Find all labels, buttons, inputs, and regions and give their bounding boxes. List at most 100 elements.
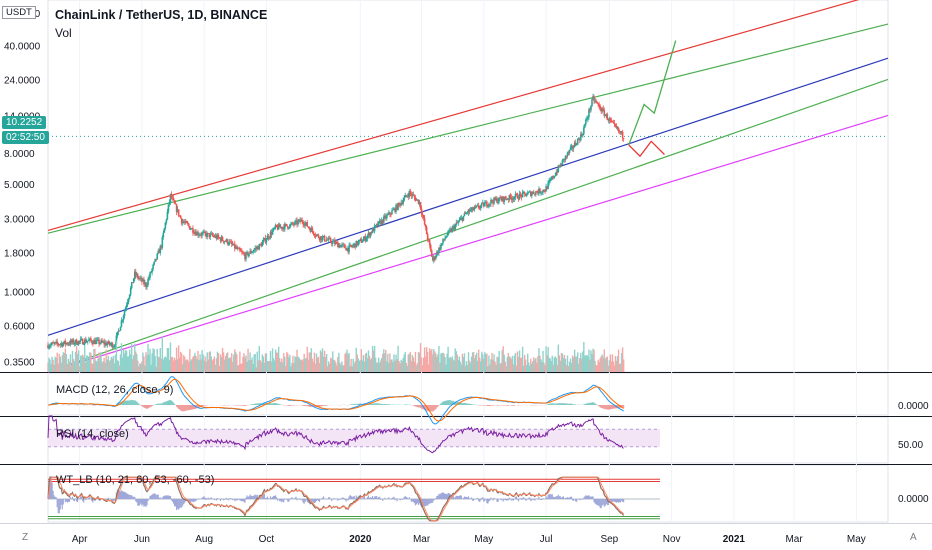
macd-histogram-bar: [146, 405, 148, 409]
volume-bar: [298, 357, 300, 372]
candle-body: [345, 248, 347, 251]
macd-histogram-bar: [550, 403, 552, 405]
wt-histogram-bar: [350, 495, 352, 499]
volume-bar: [548, 357, 550, 372]
candle-body: [274, 224, 277, 228]
macd-histogram-bar: [435, 405, 437, 410]
macd-histogram-bar: [547, 404, 549, 405]
wt-histogram-bar: [530, 499, 532, 501]
macd-histogram-bar: [380, 403, 382, 405]
volume-bar: [362, 355, 365, 372]
volume-bar: [335, 362, 337, 372]
candle-body: [469, 209, 472, 212]
auto-scale-button[interactable]: A: [910, 532, 917, 543]
wt-histogram-bar: [581, 499, 583, 500]
wt-histogram-bar: [70, 498, 73, 499]
volume-bar: [562, 357, 565, 372]
volume-bar: [221, 347, 224, 372]
volume-bar: [171, 356, 174, 372]
macd-histogram-bar: [554, 403, 556, 405]
volume-bar: [292, 355, 294, 372]
volume-bar: [459, 361, 462, 372]
wt-histogram-bar: [448, 493, 450, 499]
wt-histogram-bar: [193, 499, 195, 503]
candle-body: [394, 208, 396, 212]
candle-body: [521, 192, 524, 198]
rsi-label[interactable]: RSI (14, close): [56, 428, 129, 440]
volume-bar: [487, 366, 489, 372]
volume-bar: [49, 359, 51, 372]
volume-bar: [278, 357, 281, 372]
macd-histogram-bar: [168, 400, 171, 405]
candle-body: [454, 225, 457, 230]
volume-bar: [228, 357, 231, 372]
candle-body: [261, 242, 264, 247]
wt-histogram-bar: [135, 499, 137, 502]
volume-bar: [288, 357, 290, 372]
wt-histogram-bar: [476, 498, 478, 499]
wt-histogram-bar: [86, 499, 88, 500]
macd-histogram-bar: [307, 405, 309, 407]
macd-histogram-bar: [568, 403, 571, 405]
wt-histogram-bar: [590, 496, 592, 499]
wt-histogram-bar: [150, 495, 152, 499]
candle-body: [410, 193, 413, 196]
macd-histogram-bar: [374, 403, 376, 405]
volume-bar: [245, 355, 247, 372]
volume-bar: [392, 362, 394, 372]
volume-bar: [253, 354, 255, 372]
volume-bar: [597, 359, 599, 372]
wt-histogram-bar: [184, 499, 186, 503]
macd-histogram-bar: [445, 400, 447, 405]
candle-body: [165, 219, 168, 223]
macd-histogram-bar: [467, 403, 470, 405]
wt-histogram-bar: [349, 495, 351, 499]
candle-body: [225, 239, 228, 242]
candle-body: [236, 246, 238, 249]
wt-histogram-bar: [269, 496, 272, 499]
wt-histogram-bar: [462, 497, 465, 499]
candle-body: [278, 224, 281, 228]
volume-bar: [86, 355, 88, 372]
candle-body: [220, 237, 223, 242]
macd-label[interactable]: MACD (12, 26, close, 9): [56, 384, 174, 396]
volume-bar: [472, 352, 475, 372]
wt-histogram-bar: [303, 499, 305, 504]
volume-bar: [542, 350, 544, 372]
wt-histogram-bar: [176, 499, 178, 511]
volume-bar: [606, 356, 609, 372]
macd-histogram-bar: [325, 405, 327, 406]
wt-histogram-bar: [291, 497, 293, 499]
volume-bar: [380, 360, 382, 372]
macd-histogram-bar: [489, 405, 491, 406]
candle-body: [57, 343, 60, 345]
volume-bar: [570, 363, 573, 372]
volume-bar: [391, 359, 393, 372]
volume-bar: [76, 354, 79, 372]
candle-body: [315, 234, 318, 236]
volume-bar: [197, 350, 199, 372]
candle-body: [477, 205, 480, 208]
candle-body: [505, 198, 508, 200]
wt-label[interactable]: WT_LB (10, 21, 60, 53, -60, -53): [56, 474, 215, 486]
currency-badge[interactable]: USDT: [2, 6, 36, 19]
macd-histogram-bar: [440, 403, 442, 405]
candle-body: [327, 238, 330, 240]
volume-bar: [194, 352, 196, 372]
candle-body: [443, 239, 445, 240]
macd-histogram-bar: [157, 403, 159, 405]
candle-body: [129, 287, 132, 295]
macd-histogram-bar: [555, 403, 557, 405]
candle-body: [240, 250, 242, 252]
volume-bar: [510, 358, 513, 372]
volume-bar: [560, 353, 563, 372]
wt-histogram-bar: [512, 499, 515, 501]
candle-body: [181, 221, 184, 224]
zoom-button[interactable]: Z: [22, 532, 29, 543]
candle-body: [254, 248, 256, 250]
wt-histogram-bar: [410, 499, 412, 502]
candle-body: [577, 138, 580, 140]
candle-body: [448, 230, 450, 232]
volume-bar: [264, 353, 267, 372]
